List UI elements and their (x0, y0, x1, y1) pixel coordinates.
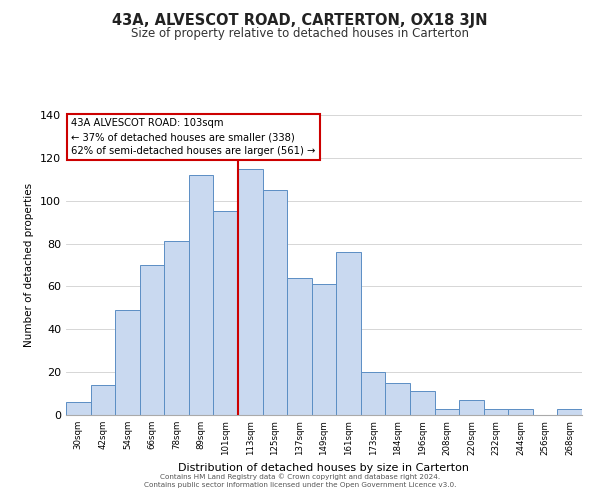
Text: 43A ALVESCOT ROAD: 103sqm
← 37% of detached houses are smaller (338)
62% of semi: 43A ALVESCOT ROAD: 103sqm ← 37% of detac… (71, 118, 316, 156)
Bar (287, 278, 312, 415)
Text: Contains HM Land Registry data © Crown copyright and database right 2024.
Contai: Contains HM Land Registry data © Crown c… (144, 473, 456, 488)
Bar (164, 242, 189, 415)
Bar (434, 408, 459, 415)
Bar (557, 408, 582, 415)
Bar (91, 385, 115, 415)
Bar (115, 310, 140, 415)
Bar (484, 408, 508, 415)
Bar (214, 212, 238, 415)
Bar (385, 383, 410, 415)
Bar (66, 402, 91, 415)
X-axis label: Distribution of detached houses by size in Carterton: Distribution of detached houses by size … (179, 463, 470, 473)
Bar (312, 284, 336, 415)
Bar (459, 400, 484, 415)
Text: 43A, ALVESCOT ROAD, CARTERTON, OX18 3JN: 43A, ALVESCOT ROAD, CARTERTON, OX18 3JN (112, 12, 488, 28)
Bar (263, 190, 287, 415)
Y-axis label: Number of detached properties: Number of detached properties (25, 183, 34, 347)
Bar (189, 175, 214, 415)
Bar (410, 392, 434, 415)
Bar (238, 168, 263, 415)
Bar (336, 252, 361, 415)
Bar (140, 265, 164, 415)
Bar (361, 372, 385, 415)
Text: Size of property relative to detached houses in Carterton: Size of property relative to detached ho… (131, 28, 469, 40)
Bar (508, 408, 533, 415)
